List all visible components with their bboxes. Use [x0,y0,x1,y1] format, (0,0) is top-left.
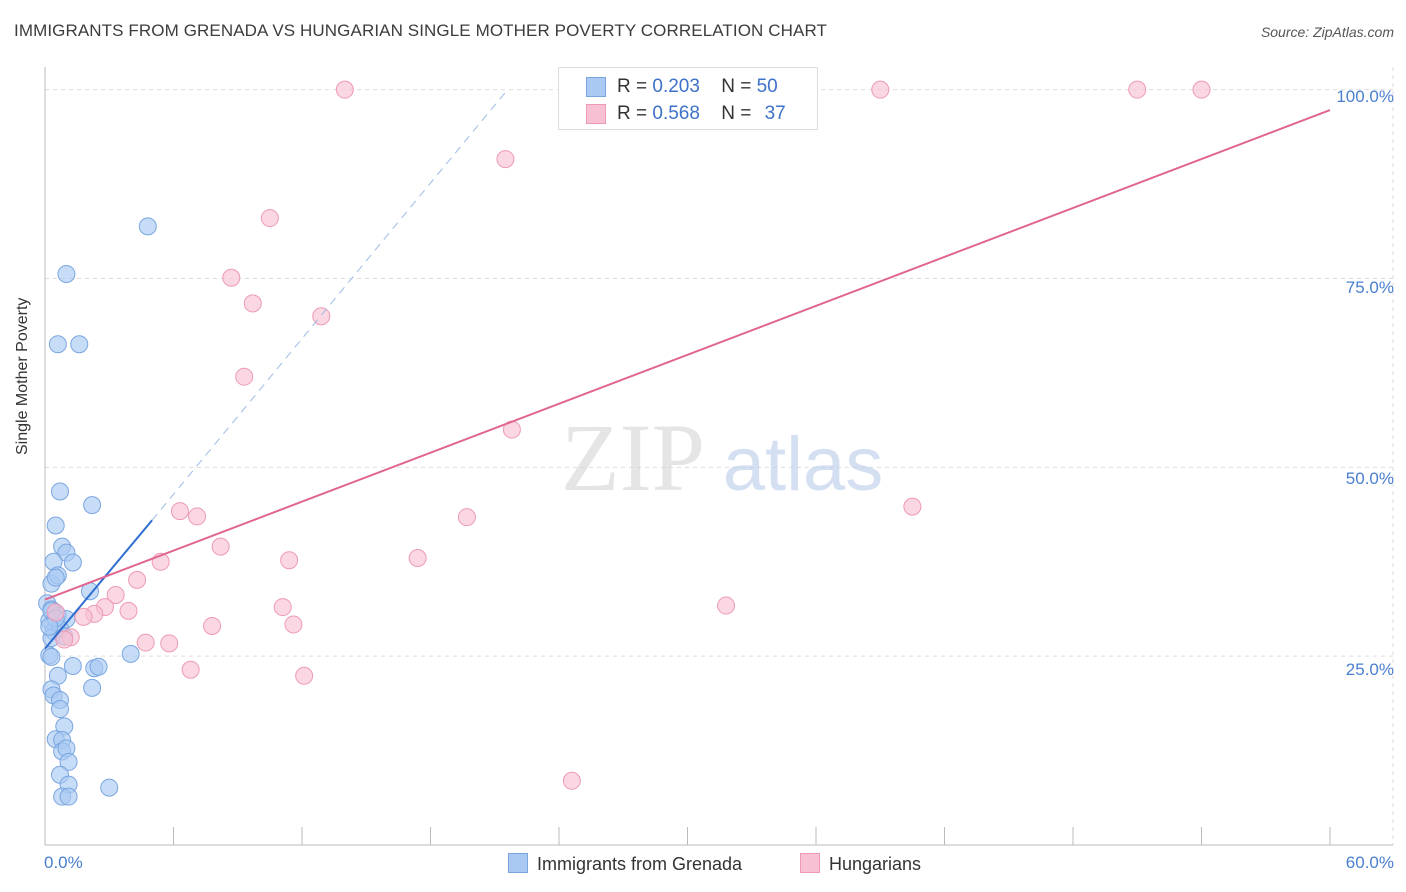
grenada-point [138,217,157,236]
legend-row-hungarians: R = 0.568 N = 37 [617,103,786,127]
hungarian-point [181,660,200,679]
hungarian-point [295,666,314,685]
grenada-point [57,264,76,283]
hungarian-point [273,598,292,617]
watermark: ZIP atlas [561,404,883,511]
legend-n-label: N = [721,76,752,97]
legend-n-value-grenada: 50 [756,76,778,97]
legend-item-grenada: Immigrants from Grenada [508,853,742,875]
legend-label-grenada: Immigrants from Grenada [537,854,743,874]
legend-r-value-grenada: 0.203 [652,76,700,97]
hungarian-point [457,508,476,527]
grenada-point [50,700,69,719]
legend-swatch-hungarians [586,104,606,124]
grenada-point [63,656,82,675]
legend-r-value-hungarians: 0.568 [652,103,700,124]
trend-lines [44,89,1331,650]
grenada-point [83,678,102,697]
hungarian-point [1128,80,1147,99]
hungarian-point [284,615,303,634]
legend-swatch-hungarians [800,853,820,873]
legend-n-label: N = [721,103,752,124]
hungarian-point [243,294,262,313]
grenada-point [63,553,82,572]
y-tick-label-25: 25.0% [1345,660,1394,679]
hungarian-point [903,497,922,516]
axes [44,67,1393,846]
hungarian-point [160,634,179,653]
x-tick-label-max: 60.0% [1345,853,1394,872]
legend-row-grenada: R = 0.203 N = 50 [617,76,778,100]
hungarian-point [1192,80,1211,99]
hungarian-point [562,771,581,790]
watermark-zip: ZIP [561,404,705,511]
grenada-point [100,778,119,797]
hungarian-point [496,150,515,169]
y-tick-label-50: 50.0% [1345,469,1394,488]
source-label: Source: ZipAtlas.com [1260,24,1394,40]
grenada-point [46,568,65,587]
legend-r-label: R = [617,76,648,97]
hungarian-point [717,596,736,615]
hungarian-point [203,616,222,635]
grenada-point [50,482,69,501]
hungarian-point [170,502,189,521]
legend-label-hungarians: Hungarians [829,854,922,874]
hungarian-trend-line [44,109,1331,601]
hungarian-point [55,630,74,649]
hungarian-point [46,603,65,622]
hungarian-point [222,268,241,287]
y-tick-label-75: 75.0% [1345,278,1394,297]
hungarian-point [74,607,93,626]
hungarian-point [260,209,279,228]
grenada-point [83,496,102,515]
grenada-point [42,647,61,666]
hungarian-point [188,507,207,526]
hungarian-point [128,570,147,589]
hungarian-point [235,367,254,386]
grenada-point [121,644,140,663]
hungarian-point [408,548,427,567]
legend-r-label: R = [617,103,648,124]
grenada-trend-extension [151,89,508,521]
watermark-atlas: atlas [723,422,884,507]
x-tick-label-min: 0.0% [44,853,83,872]
legend-item-hungarians: Hungarians [800,853,921,875]
grenada-point [89,657,108,676]
y-tick-label-100: 100.0% [1336,87,1394,106]
grenada-point [46,516,65,535]
hungarian-point [136,633,155,652]
legend-swatch-grenada [508,853,528,873]
grenada-point [70,335,89,354]
hungarian-point [280,551,299,570]
hungarian-point [211,537,230,556]
grid-lines [45,67,1394,845]
legend-n-value-hungarians: 37 [764,103,786,124]
grenada-point [59,752,78,771]
hungarian-point [106,585,125,604]
grenada-point [59,787,78,806]
hungarian-point [871,80,890,99]
data-points [38,80,1211,806]
stats-legend: R = 0.203 N = 50 R = 0.568 N = 37 [558,67,818,130]
grenada-trend-line [44,519,153,650]
legend-swatch-grenada [586,77,606,97]
grenada-point [48,335,67,354]
hungarian-point [119,601,138,620]
chart-title: IMMIGRANTS FROM GRENADA VS HUNGARIAN SIN… [14,21,827,40]
hungarian-point [335,80,354,99]
